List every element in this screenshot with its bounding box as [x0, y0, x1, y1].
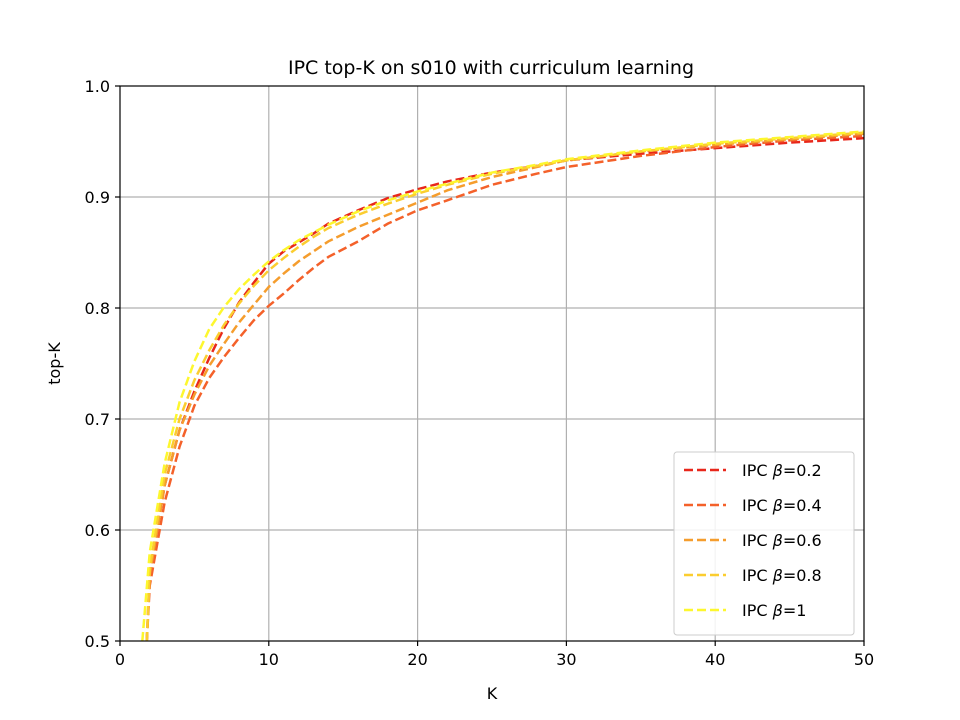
legend-label-2: IPC β=0.6: [742, 531, 822, 550]
chart-title: IPC top-K on s010 with curriculum learni…: [288, 57, 694, 79]
x-tick-label-0: 0: [115, 650, 125, 669]
legend-label-3: IPC β=0.8: [742, 566, 822, 585]
y-tick-label-0: 0.5: [85, 632, 110, 651]
x-tick-label-4: 40: [705, 650, 725, 669]
plot-frame: [119, 85, 865, 642]
y-tick-label-3: 0.8: [85, 299, 110, 318]
legend-label-1: IPC β=0.4: [742, 496, 822, 515]
plot-area: [141, 130, 864, 641]
legend-label-0: IPC β=0.2: [742, 461, 822, 480]
y-axis-label: top-K: [45, 342, 64, 385]
series-line-2: [145, 132, 864, 641]
x-axis: 0 10 20 30 40 50: [115, 641, 874, 669]
y-tick-label-1: 0.6: [85, 521, 110, 540]
x-tick-label-2: 20: [407, 650, 427, 669]
grid: [120, 86, 864, 641]
legend-label-4: IPC β=1: [742, 601, 806, 620]
legend: IPC β=0.2 IPC β=0.4 IPC β=0.6 IPC β=0.8 IPC …: [673, 451, 855, 636]
y-axis: 0.5 0.6 0.7 0.8 0.9 1.0: [85, 77, 120, 651]
y-tick-label-5: 1.0: [85, 77, 110, 96]
legend-box: [673, 451, 855, 636]
y-tick-label-2: 0.7: [85, 410, 110, 429]
series-line-4: [141, 130, 864, 641]
x-axis-label: K: [487, 684, 498, 703]
x-tick-label-5: 50: [854, 650, 874, 669]
series-line-1: [145, 134, 864, 641]
x-tick-label-3: 30: [556, 650, 576, 669]
x-tick-label-1: 10: [259, 650, 279, 669]
y-tick-label-4: 0.9: [85, 188, 110, 207]
